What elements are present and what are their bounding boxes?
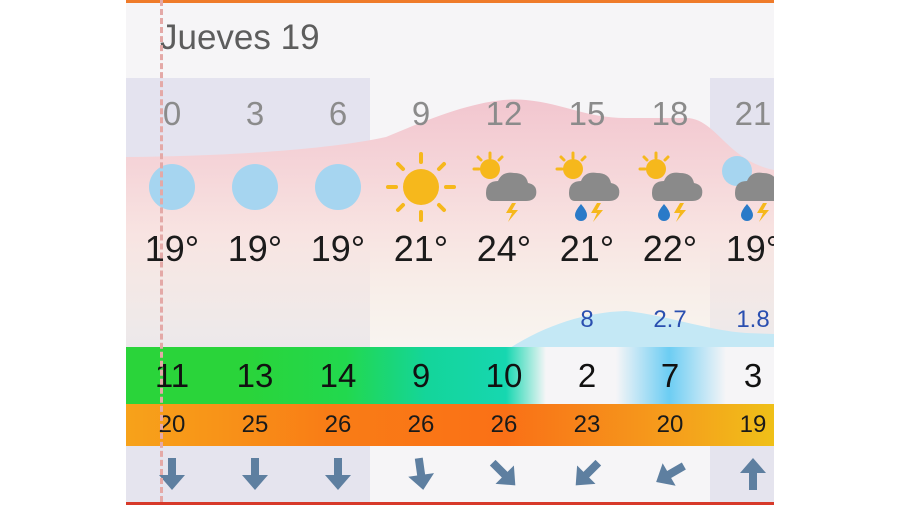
arrow-down-icon [325, 458, 351, 490]
temperature-value: 24° [476, 228, 532, 269]
temperature-value: 19° [310, 228, 366, 269]
temperature-value: 21° [393, 228, 449, 269]
precipitation-value: 1.8 [736, 306, 770, 333]
hour-label: 21 [734, 95, 772, 132]
arrow-down-left-icon [656, 462, 686, 486]
wind-gust-value: 26 [490, 411, 518, 438]
temperature-band [126, 99, 774, 348]
temperature-row: 19° 19° 19° 21° 24° 21° 22° 19° [126, 228, 774, 276]
hour-label: 15 [568, 95, 606, 132]
wind-speed-value: 7 [660, 357, 680, 394]
wind-gust-value: 23 [573, 411, 601, 438]
hour-label: 9 [411, 95, 431, 132]
temperature-value: 22° [642, 228, 698, 269]
sun-cloud-thunder-icon [472, 151, 537, 222]
hour-label: 0 [162, 95, 182, 132]
sun-cloud-rain-thunder-icon [555, 151, 620, 222]
moon-icon [149, 164, 195, 210]
arrow-down-icon [242, 458, 268, 490]
wind-gust-value: 20 [656, 411, 684, 438]
sun-icon [386, 152, 456, 222]
wind-direction-row [126, 446, 774, 502]
hour-label: 12 [485, 95, 523, 132]
arrow-down-icon [159, 458, 185, 490]
hour-label: 3 [245, 95, 265, 132]
wind-speed-value: 9 [411, 357, 431, 394]
hour-label: 18 [651, 95, 689, 132]
wind-speed-row: 11 13 14 9 10 2 7 3 [126, 347, 774, 404]
temperature-value: 19° [725, 228, 774, 269]
rain-band [510, 311, 774, 348]
wind-speed-value: 2 [577, 357, 597, 394]
arrow-up-icon [740, 458, 766, 490]
precipitation-value: 8 [580, 306, 594, 333]
hours-row: 0 3 6 9 12 15 18 21 [126, 95, 774, 141]
wind-speed-value: 11 [154, 357, 190, 394]
wind-speed-value: 3 [743, 357, 763, 394]
hour-label: 6 [328, 95, 348, 132]
wind-gust-value: 19 [739, 411, 767, 438]
temperature-value: 19° [144, 228, 200, 269]
day-title: Jueves 19 [160, 18, 320, 57]
wind-gust-value: 26 [407, 411, 435, 438]
wind-gust-value: 25 [241, 411, 269, 438]
night-shade-late [710, 446, 774, 502]
wind-gust-row: 20 25 26 26 26 23 20 19 [126, 404, 774, 446]
temperature-value: 19° [227, 228, 283, 269]
forecast-panel: Jueves 19 0 3 6 9 12 15 18 21 [126, 0, 774, 505]
wind-gust-value: 20 [158, 411, 186, 438]
arrow-down-icon [408, 457, 435, 490]
wind-gust-value: 26 [324, 411, 352, 438]
temperature-value: 21° [559, 228, 615, 269]
arrow-down-left-icon [575, 459, 602, 486]
precipitation-value: 2.7 [653, 306, 687, 333]
precipitation-row: 8 2.7 1.8 [126, 306, 774, 340]
wind-speed-value: 13 [236, 357, 274, 394]
night-shade-early [126, 446, 370, 502]
arrow-down-right-icon [489, 459, 516, 486]
wind-speed-value: 10 [485, 357, 523, 394]
moon-icon [232, 164, 278, 210]
bottom-accent-line [126, 502, 774, 505]
moon-icon [315, 164, 361, 210]
wind-speed-value: 14 [319, 357, 357, 394]
top-accent-line [126, 0, 774, 3]
sun-cloud-rain-thunder-icon [638, 151, 703, 222]
moon-cloud-rain-thunder-icon [722, 156, 774, 222]
current-time-marker [160, 0, 163, 502]
